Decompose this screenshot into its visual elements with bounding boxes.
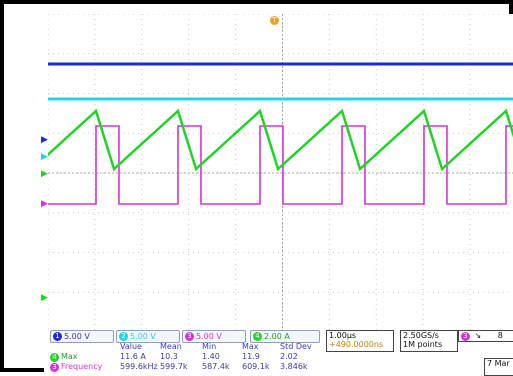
ch4-ground-marker[interactable]: ▶ [41,169,48,179]
stats-mean: 10.3 [160,352,178,361]
stats-header: Value [120,342,142,351]
waveform-display[interactable] [12,13,513,333]
stats-header: Min [202,342,217,351]
ch1-scale: 5.00 V [64,332,90,341]
date-text: 7 Mar [487,359,510,368]
ch3-scale: 5.00 V [196,332,222,341]
ch4-scale-chip[interactable]: 4 2.00 A [250,330,320,343]
ch2-ground-marker[interactable]: ▶ [41,152,48,162]
acquisition-box[interactable]: 2.50GS/s 1M points [400,330,458,352]
stats-label: Frequency [61,362,103,371]
ch1-badge: 1 [53,332,62,341]
stats-header: Mean [160,342,182,351]
stats-stddev: 3.846k [280,362,308,371]
stats-max: 609.1k [242,362,270,371]
stats-label: Max [61,352,78,361]
ch4-trace [12,108,513,172]
stats-header-row: Value Mean Min Max Std Dev [44,342,324,352]
trigger-position-icon[interactable]: T [270,16,279,25]
date-box: 7 Mar [484,358,513,376]
stats-mean: 599.7k [160,362,188,371]
sample-rate: 2.50GS/s [403,331,439,340]
ch4-badge: 4 [253,332,262,341]
timebase-delay: +490.0000ns [329,340,384,349]
stats-max: 11.9 [242,352,260,361]
timebase-box[interactable]: 1.00µs +490.0000ns [326,330,394,352]
ch4-offset-marker[interactable]: ▶ [41,293,48,303]
stats-value: 11.6 A [120,352,146,361]
stats-header: Std Dev [280,342,312,351]
status-bar: 1 5.00 V 2 5.00 V 3 5.00 V 4 2.00 A 1.00µs +… [44,330,513,376]
ch1-scale-chip[interactable]: 1 5.00 V [50,330,114,343]
ch2-scale-chip[interactable]: 2 5.00 V [116,330,180,343]
ch2-scale: 5.00 V [130,332,156,341]
stats-ch-badge: 4 [50,353,59,362]
record-length: 1M points [403,340,443,349]
timebase-scale: 1.00µs [329,331,357,340]
stats-min: 1.40 [202,352,220,361]
ch1-ground-marker[interactable]: ▶ [41,135,48,145]
stats-row-max[interactable]: 4 Max 11.6 A 10.3 1.40 11.9 2.02 [44,352,324,362]
trigger-channel-badge: 3 [461,332,470,341]
ch3-trace [13,125,513,205]
ch3-ground-marker[interactable]: ▶ [41,199,48,209]
ch3-scale-chip[interactable]: 3 5.00 V [182,330,246,343]
stats-value: 599.6kHz [120,362,158,371]
trigger-box[interactable]: 3 ↘ 8 [458,330,513,342]
trigger-slope-icon: ↘ [474,331,482,340]
stats-ch-badge: 3 [50,363,59,372]
measurement-stats: Value Mean Min Max Std Dev 4 Max 11.6 A 1… [44,342,324,376]
ch4-scale: 2.00 A [264,332,290,341]
trigger-level: 8 [497,331,503,340]
ch2-badge: 2 [119,332,128,341]
stats-row-frequency[interactable]: 3 Frequency 599.6kHz 599.7k 587.4k 609.1k… [44,362,324,372]
waveform-svg [12,13,513,333]
stats-header: Max [242,342,259,351]
ch3-badge: 3 [185,332,194,341]
stats-stddev: 2.02 [280,352,298,361]
stats-min: 587.4k [202,362,230,371]
